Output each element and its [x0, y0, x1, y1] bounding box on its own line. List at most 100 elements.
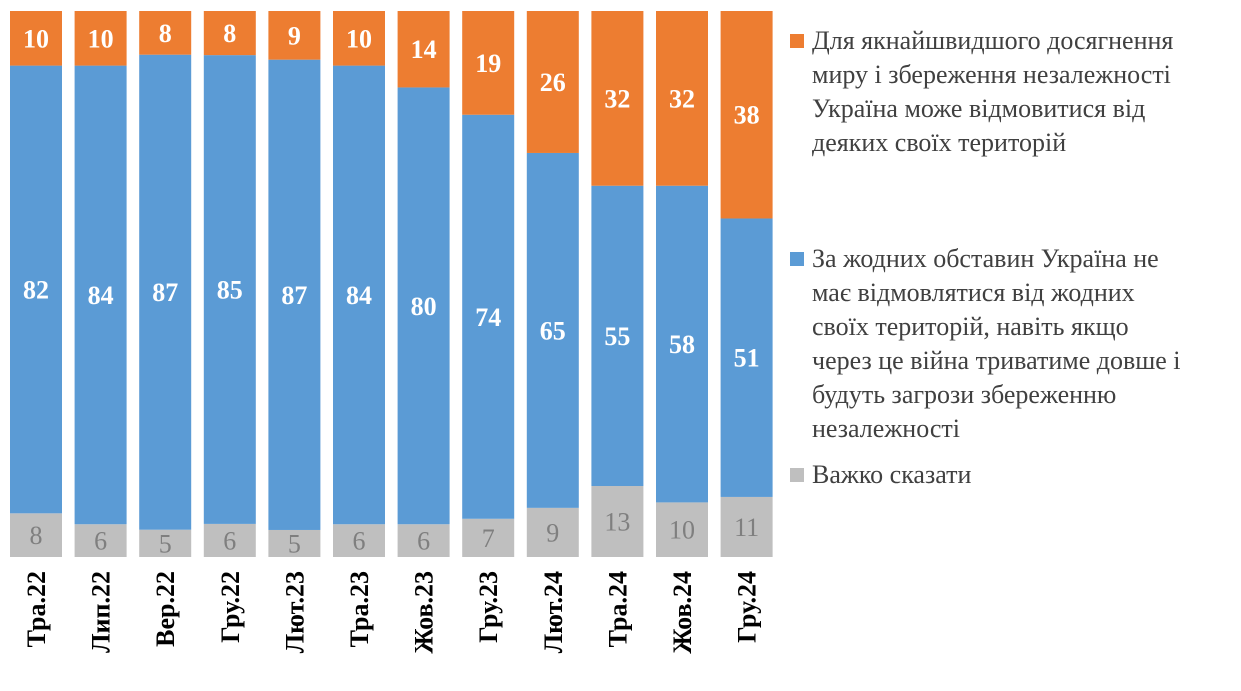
data-label-territory-concession: 38 — [734, 101, 760, 130]
data-label-no-concession: 65 — [540, 316, 566, 345]
data-label-territory-concession: 9 — [288, 21, 301, 50]
bar-segment-hard-to-say — [74, 524, 127, 557]
bar-segment-hard-to-say — [526, 507, 579, 557]
bar-segment-territory-concession — [74, 11, 127, 66]
data-label-hard-to-say: 6 — [353, 527, 366, 556]
bar-segment-hard-to-say — [268, 529, 321, 557]
bar-segment-no-concession — [720, 218, 773, 497]
data-label-hard-to-say: 6 — [223, 526, 236, 555]
bar-segment-no-concession — [397, 87, 450, 525]
x-tick-label: Жов.24 — [668, 571, 697, 654]
x-tick-label: Жов.23 — [410, 571, 439, 654]
data-label-territory-concession: 8 — [223, 19, 236, 48]
data-label-territory-concession: 10 — [346, 24, 372, 53]
data-label-hard-to-say: 5 — [288, 529, 301, 558]
bar-segment-hard-to-say — [139, 529, 192, 557]
x-tick-label: Лют.23 — [280, 571, 309, 653]
legend-item-territory-concession: Для якнайшвидшого досягнення миру і збер… — [790, 24, 1235, 160]
bar-segment-territory-concession — [397, 11, 450, 88]
bar-segment-territory-concession — [656, 11, 708, 186]
legend-label-line: будуть загрози збереженню — [812, 380, 1117, 409]
legend-label-line: Україна може відмовитися від — [812, 94, 1146, 123]
x-tick-label: Лют.24 — [539, 571, 568, 653]
x-tick-label: Вер.22 — [151, 571, 180, 647]
legend-swatch-blue — [790, 252, 804, 266]
legend-swatch-gray — [790, 468, 804, 482]
legend-swatch-orange — [790, 34, 804, 48]
bar-segment-hard-to-say — [656, 502, 708, 557]
legend-label-line: через це війна триватиме довше і — [812, 346, 1181, 375]
data-label-no-concession: 84 — [88, 281, 114, 310]
data-label-no-concession: 87 — [281, 281, 307, 310]
data-label-no-concession: 82 — [23, 275, 49, 304]
data-label-no-concession: 87 — [152, 278, 178, 307]
bar-segment-no-concession — [462, 114, 515, 519]
bar-segment-no-concession — [526, 152, 579, 508]
x-tick-label: Гру.23 — [474, 571, 503, 643]
data-label-hard-to-say: 11 — [734, 513, 759, 542]
bar-segment-territory-concession — [591, 11, 644, 186]
data-label-hard-to-say: 5 — [159, 529, 172, 558]
bar-segment-hard-to-say — [462, 518, 515, 557]
data-label-territory-concession: 26 — [540, 68, 566, 97]
bar-segment-no-concession — [268, 59, 321, 530]
data-label-hard-to-say: 6 — [417, 527, 430, 556]
bar-segment-hard-to-say — [397, 524, 450, 557]
bar-segment-no-concession — [10, 65, 62, 514]
data-label-no-concession: 51 — [734, 344, 760, 373]
data-label-hard-to-say: 7 — [482, 524, 495, 553]
data-label-hard-to-say: 9 — [546, 518, 559, 547]
data-label-territory-concession: 10 — [23, 24, 49, 53]
legend-label-line: Для якнайшвидшого досягнення — [812, 26, 1174, 55]
data-label-territory-concession: 14 — [411, 35, 437, 64]
x-tick-label: Тра.24 — [603, 571, 632, 647]
x-tick-label: Гру.22 — [216, 571, 245, 643]
legend-label-line: має відмовлятися від жодних — [812, 278, 1135, 307]
legend-label-line: Важко сказати — [812, 460, 972, 489]
bar-segment-hard-to-say — [720, 496, 773, 557]
bar-segment-no-concession — [333, 65, 385, 525]
data-label-territory-concession: 32 — [604, 84, 630, 113]
x-tick-label: Лип.22 — [87, 571, 116, 653]
bar-segment-territory-concession — [10, 11, 62, 66]
data-label-hard-to-say: 10 — [669, 516, 695, 545]
data-label-no-concession: 55 — [604, 322, 630, 351]
legend: Для якнайшвидшого досягнення миру і збер… — [790, 24, 1235, 492]
data-label-territory-concession: 19 — [475, 49, 501, 78]
data-label-no-concession: 84 — [346, 281, 372, 310]
data-label-no-concession: 80 — [411, 292, 437, 321]
legend-label-line: деяких своїх територій — [812, 128, 1067, 157]
data-label-hard-to-say: 6 — [94, 527, 107, 556]
data-label-territory-concession: 10 — [88, 24, 114, 53]
bar-segment-territory-concession — [462, 11, 515, 115]
bar-segment-hard-to-say — [333, 524, 385, 557]
legend-item-no-concession: За жодних обставин Україна не має відмов… — [790, 242, 1235, 446]
data-label-hard-to-say: 13 — [604, 508, 630, 537]
data-label-no-concession: 85 — [217, 276, 243, 305]
data-label-no-concession: 58 — [669, 330, 695, 359]
data-label-hard-to-say: 8 — [30, 521, 43, 550]
bar-segment-hard-to-say — [203, 523, 256, 557]
bar-segment-no-concession — [656, 185, 708, 503]
stacked-bar-chart: 88210Тра.2268410Лип.225878Вер.226858Гру.… — [10, 11, 773, 654]
bar-segment-hard-to-say — [591, 486, 644, 557]
data-label-no-concession: 74 — [475, 303, 501, 332]
data-label-territory-concession: 32 — [669, 84, 695, 113]
legend-item-hard-to-say: Важко сказати — [790, 458, 1235, 492]
bar-segment-no-concession — [139, 54, 192, 530]
bar-segment-territory-concession — [333, 11, 385, 66]
bar-segment-territory-concession — [268, 11, 321, 60]
x-tick-label: Гру.24 — [733, 571, 762, 643]
bar-segment-territory-concession — [203, 11, 256, 56]
legend-label-line: За жодних обставин Україна не — [812, 244, 1159, 273]
x-tick-label: Тра.23 — [345, 571, 374, 647]
legend-label-line: миру і збереження незалежності — [812, 60, 1171, 89]
bar-segment-no-concession — [74, 65, 127, 525]
bar-segment-territory-concession — [720, 11, 773, 219]
legend-label-line: незалежності — [812, 414, 960, 443]
bar-segment-no-concession — [591, 185, 644, 487]
bar-segment-hard-to-say — [10, 513, 62, 557]
bar-segment-territory-concession — [526, 11, 579, 153]
data-label-territory-concession: 8 — [159, 19, 172, 48]
x-tick-label: Тра.22 — [22, 571, 51, 647]
